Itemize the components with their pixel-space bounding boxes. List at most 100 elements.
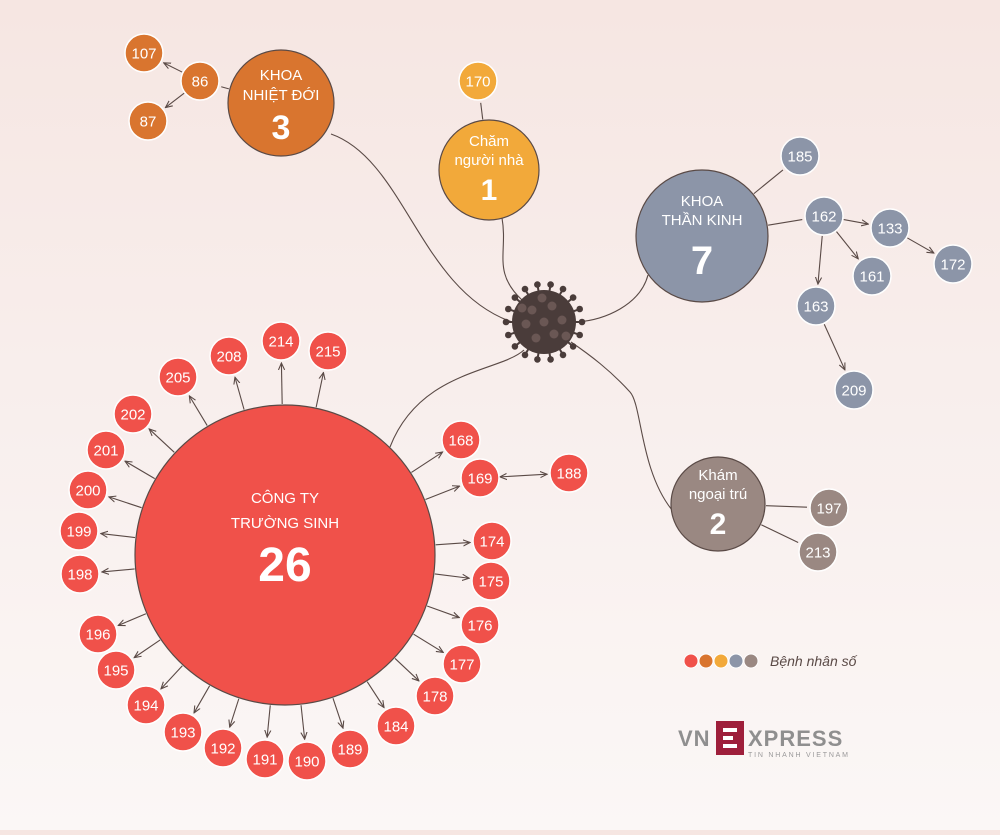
patient-label: 195 bbox=[103, 663, 128, 680]
patient-label: 185 bbox=[787, 149, 812, 166]
cluster-circle bbox=[438, 119, 540, 221]
cluster-title-line: TRƯỜNG SINH bbox=[231, 515, 339, 532]
cluster-title-line: NHIỆT ĐỚI bbox=[243, 87, 320, 104]
patient-label: 174 bbox=[479, 534, 504, 551]
patient-node-208: 208 bbox=[209, 336, 249, 376]
patient-label: 176 bbox=[467, 618, 492, 635]
patient-circle bbox=[60, 554, 100, 594]
patient-label: 162 bbox=[811, 209, 836, 226]
link-truong-sinh-196 bbox=[118, 613, 147, 626]
patient-label: 87 bbox=[140, 114, 157, 131]
patient-label: 205 bbox=[165, 370, 190, 387]
link-truong-sinh-199 bbox=[101, 534, 136, 539]
patient-circle bbox=[261, 321, 301, 361]
link-truong-sinh-189 bbox=[332, 698, 343, 728]
cluster-title-line: ngoại trú bbox=[689, 486, 747, 503]
patient-label: 199 bbox=[66, 524, 91, 541]
patient-circle bbox=[870, 208, 910, 248]
nodes: CÔNG TY TRƯỜNG SINH 26 KHOA NHIỆT ĐỚI 3 Chăm ng… bbox=[59, 33, 973, 781]
patient-circle bbox=[163, 712, 203, 752]
link-truong-sinh-202 bbox=[149, 429, 175, 453]
patient-label: 202 bbox=[120, 407, 145, 424]
link-truong-sinh-205 bbox=[189, 396, 208, 426]
link-truong-sinh-174 bbox=[435, 542, 470, 544]
link-truong-sinh-177 bbox=[413, 633, 444, 652]
cluster-truong-sinh: CÔNG TY TRƯỜNG SINH 26 bbox=[134, 404, 436, 706]
patient-circle bbox=[471, 561, 511, 601]
brand-logo: VN XPRESS TIN NHANH VIETNAM bbox=[678, 721, 850, 759]
patient-label: 200 bbox=[75, 483, 100, 500]
patient-circle bbox=[798, 532, 838, 572]
patient-circle bbox=[86, 430, 126, 470]
patient-circle bbox=[809, 488, 849, 528]
brand-tagline: TIN NHANH VIETNAM bbox=[748, 752, 850, 759]
cluster-circle bbox=[227, 49, 335, 157]
cluster-circle bbox=[134, 404, 436, 706]
patient-circle bbox=[442, 644, 482, 684]
link-truong-sinh-176 bbox=[426, 605, 459, 618]
patient-circle bbox=[59, 511, 99, 551]
link-133-172 bbox=[907, 237, 934, 253]
patient-circle bbox=[287, 741, 327, 781]
brand-vn: VN bbox=[678, 726, 711, 751]
patient-circle bbox=[96, 650, 136, 690]
patient-node-185: 185 bbox=[780, 136, 820, 176]
legend-dot-red bbox=[683, 653, 699, 669]
patient-label: 193 bbox=[170, 725, 195, 742]
patient-node-196: 196 bbox=[78, 614, 118, 654]
link-truong-sinh-178 bbox=[394, 658, 419, 681]
patient-circle bbox=[852, 256, 892, 296]
link-truong-sinh-virus bbox=[389, 349, 525, 448]
link-than-kinh-185 bbox=[753, 169, 784, 195]
patient-label: 107 bbox=[131, 46, 156, 63]
patient-node-209: 209 bbox=[834, 370, 874, 410]
patient-label: 177 bbox=[449, 657, 474, 674]
link-cham-nguoi-nha-virus bbox=[501, 217, 523, 301]
patient-node-163: 163 bbox=[796, 286, 836, 326]
patient-circle bbox=[472, 521, 512, 561]
patient-node-87: 87 bbox=[128, 101, 168, 141]
legend-dot-orange bbox=[698, 653, 714, 669]
patient-label: 198 bbox=[67, 567, 92, 584]
patient-circle bbox=[460, 458, 500, 498]
link-than-kinh-162 bbox=[768, 219, 803, 226]
patient-label: 209 bbox=[841, 383, 866, 400]
patient-label: 197 bbox=[816, 501, 841, 518]
link-86-87 bbox=[165, 92, 185, 107]
legend-dot-blue bbox=[728, 653, 744, 669]
link-truong-sinh-191 bbox=[267, 705, 270, 737]
patient-node-168: 168 bbox=[441, 420, 481, 460]
patient-circle bbox=[126, 685, 166, 725]
legend-dots bbox=[683, 653, 759, 669]
patient-node-169: 169 bbox=[460, 458, 500, 498]
link-truong-sinh-193 bbox=[194, 685, 211, 713]
patient-circle bbox=[460, 605, 500, 645]
link-163-209 bbox=[823, 323, 845, 370]
patient-circle bbox=[796, 286, 836, 326]
patient-node-195: 195 bbox=[96, 650, 136, 690]
patient-label: 175 bbox=[478, 574, 503, 591]
patient-label: 191 bbox=[252, 752, 277, 769]
patient-label: 194 bbox=[133, 698, 158, 715]
link-truong-sinh-192 bbox=[230, 698, 240, 727]
patient-node-190: 190 bbox=[287, 741, 327, 781]
link-truong-sinh-214 bbox=[281, 363, 282, 405]
patient-label: 133 bbox=[877, 221, 902, 238]
link-169-188 bbox=[500, 474, 547, 477]
patient-node-194: 194 bbox=[126, 685, 166, 725]
patient-circle bbox=[180, 61, 220, 101]
cluster-cham-nguoi-nha: Chăm người nhà 1 bbox=[438, 119, 540, 221]
cluster-count: 7 bbox=[691, 239, 713, 283]
patient-node-174: 174 bbox=[472, 521, 512, 561]
link-truong-sinh-169 bbox=[425, 486, 459, 501]
patient-circle bbox=[158, 357, 198, 397]
patient-node-192: 192 bbox=[203, 728, 243, 768]
cluster-circle bbox=[635, 169, 769, 303]
patient-node-176: 176 bbox=[460, 605, 500, 645]
patient-node-199: 199 bbox=[59, 511, 99, 551]
patient-label: 86 bbox=[192, 74, 209, 91]
patient-circle bbox=[933, 244, 973, 284]
cluster-count: 26 bbox=[258, 539, 311, 592]
cluster-nhiet-doi: KHOA NHIỆT ĐỚI 3 bbox=[227, 49, 335, 157]
